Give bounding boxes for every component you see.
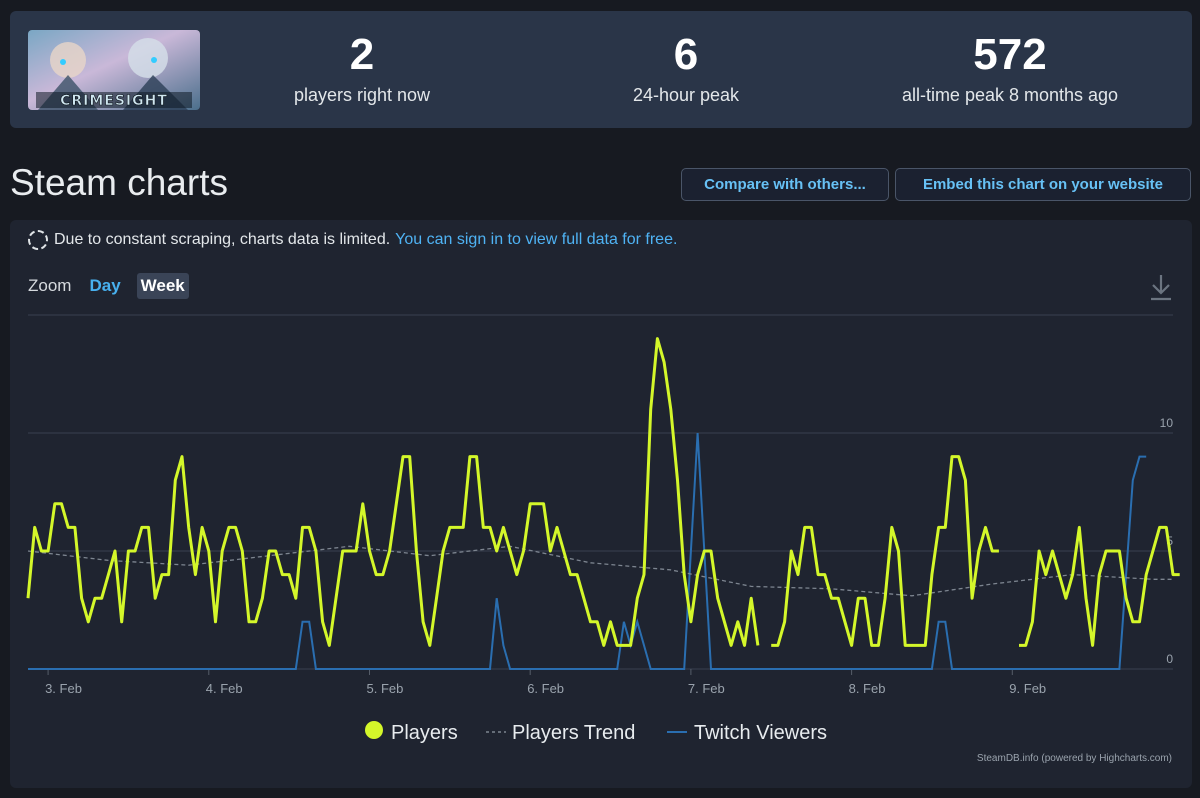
legend-twitch-label[interactable]: Twitch Viewers [694, 722, 827, 744]
y-tick-label: 5 [1166, 534, 1173, 548]
current-players-value: 2 [349, 30, 375, 79]
download-icon[interactable] [1148, 272, 1174, 302]
x-tick-label: 5. Feb [366, 681, 403, 696]
players-line-segment-2 [771, 455, 999, 647]
players-chart: 0 5 10 3. Feb 4. Feb 5. Feb 6. Feb 7. Feb 8. Fe… [26, 314, 1180, 764]
zoom-day-button[interactable]: Day [89, 276, 121, 295]
zoom-controls: Zoom Day Week [28, 273, 189, 299]
embed-chart-button[interactable]: Embed this chart on your website [895, 168, 1191, 201]
sign-in-link[interactable]: You can sign in to view full data for fr… [395, 231, 678, 248]
stat-24h-peak: 6 24-hour peak [536, 29, 836, 106]
chart-credit[interactable]: SteamDB.info (powered by Highcharts.com) [977, 753, 1172, 764]
compare-button[interactable]: Compare with others... [681, 168, 889, 201]
legend-players-label[interactable]: Players [391, 722, 458, 744]
game-logo-text: CRIMESIGHT [60, 93, 168, 109]
zoom-week-button[interactable]: Week [136, 273, 189, 299]
all-time-peak-label: all-time peak 8 months ago [901, 85, 1119, 105]
twitch-viewers-line [28, 432, 1147, 670]
all-time-peak-value: 572 [973, 30, 1047, 79]
x-tick-label: 4. Feb [206, 681, 243, 696]
players-line-segment-1 [26, 337, 760, 647]
stat-current-players: 2 players right now [212, 29, 512, 106]
players-line-segment-3 [1019, 525, 1180, 647]
peak-24h-label: 24-hour peak [632, 85, 740, 105]
zoom-label: Zoom [28, 276, 72, 295]
x-tick-label: 3. Feb [45, 681, 82, 696]
peak-24h-value: 6 [673, 30, 699, 79]
x-tick-label: 6. Feb [527, 681, 564, 696]
game-cover-image[interactable]: CRIMESIGHT [28, 30, 200, 110]
stats-bar: CRIMESIGHT 2 players right now 6 24-hour… [10, 11, 1192, 128]
legend-trend-label[interactable]: Players Trend [512, 722, 635, 744]
dashed-circle-icon [28, 230, 48, 250]
stat-all-time-peak: 572 all-time peak 8 months ago [860, 29, 1160, 106]
scraping-notice: Due to constant scraping, charts data is… [28, 230, 677, 250]
legend-players-marker [365, 721, 383, 739]
current-players-label: players right now [293, 85, 431, 105]
page-title: Steam charts [10, 162, 228, 203]
x-tick-label: 7. Feb [688, 681, 725, 696]
x-tick-label: 9. Feb [1009, 681, 1046, 696]
y-tick-label: 10 [1160, 416, 1174, 430]
notice-text: Due to constant scraping, charts data is… [54, 231, 391, 248]
chart-panel: Due to constant scraping, charts data is… [10, 220, 1192, 788]
y-tick-label: 0 [1166, 652, 1173, 666]
x-tick-label: 8. Feb [849, 681, 886, 696]
